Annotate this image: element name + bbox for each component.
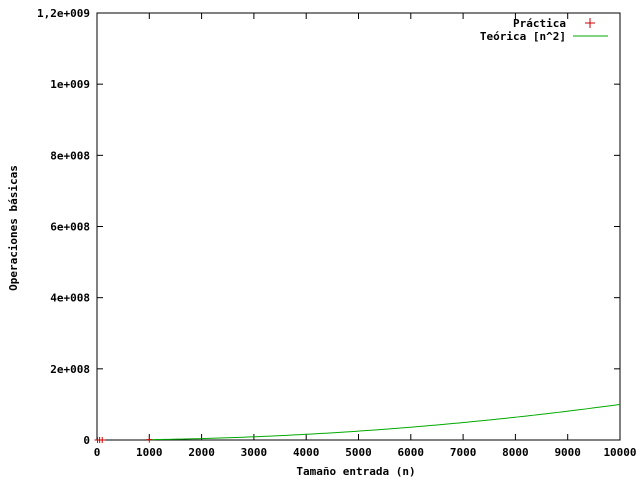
x-tick-label: 10000 (603, 446, 636, 459)
y-tick-label: 1e+009 (50, 78, 90, 91)
plot-frame (96, 12, 621, 441)
data-point-practica (99, 436, 106, 443)
data-point-practica (146, 436, 153, 443)
y-tick-label: 1,2e+009 (37, 7, 90, 20)
series-line-teorica (149, 403, 621, 441)
y-axis: 0 2e+008 4e+008 6e+008 8e+008 1e+009 1,2e+009 (37, 7, 620, 447)
y-tick-label: 0 (83, 434, 90, 447)
x-tick-label: 2000 (188, 446, 215, 459)
legend-label-practica: Práctica (513, 17, 566, 30)
x-axis-label: Tamaño entrada (n) (296, 465, 415, 478)
series-layer (94, 403, 621, 443)
x-tick-label: 8000 (502, 446, 529, 459)
x-tick-label: 3000 (241, 446, 268, 459)
x-axis: 0 1000 2000 3000 4000 5000 6000 7000 8000 9000 100… (94, 13, 637, 459)
x-tick-label: 9000 (554, 446, 581, 459)
x-tick-label: 5000 (345, 446, 372, 459)
y-axis-label: Operaciones básicas (7, 165, 20, 291)
y-tick-label: 8e+008 (50, 149, 90, 162)
x-tick-label: 7000 (450, 446, 477, 459)
legend-label-teorica: Teórica [n^2] (480, 30, 566, 43)
legend-marker-practica (585, 18, 595, 28)
legend: Práctica Teórica [n^2] (480, 17, 608, 43)
x-tick-label: 6000 (398, 446, 425, 459)
x-tick-label: 0 (94, 446, 101, 459)
y-tick-label: 4e+008 (50, 292, 90, 305)
y-tick-label: 6e+008 (50, 221, 90, 234)
x-tick-label: 1000 (136, 446, 163, 459)
y-tick-label: 2e+008 (50, 363, 90, 376)
x-tick-label: 4000 (293, 446, 320, 459)
